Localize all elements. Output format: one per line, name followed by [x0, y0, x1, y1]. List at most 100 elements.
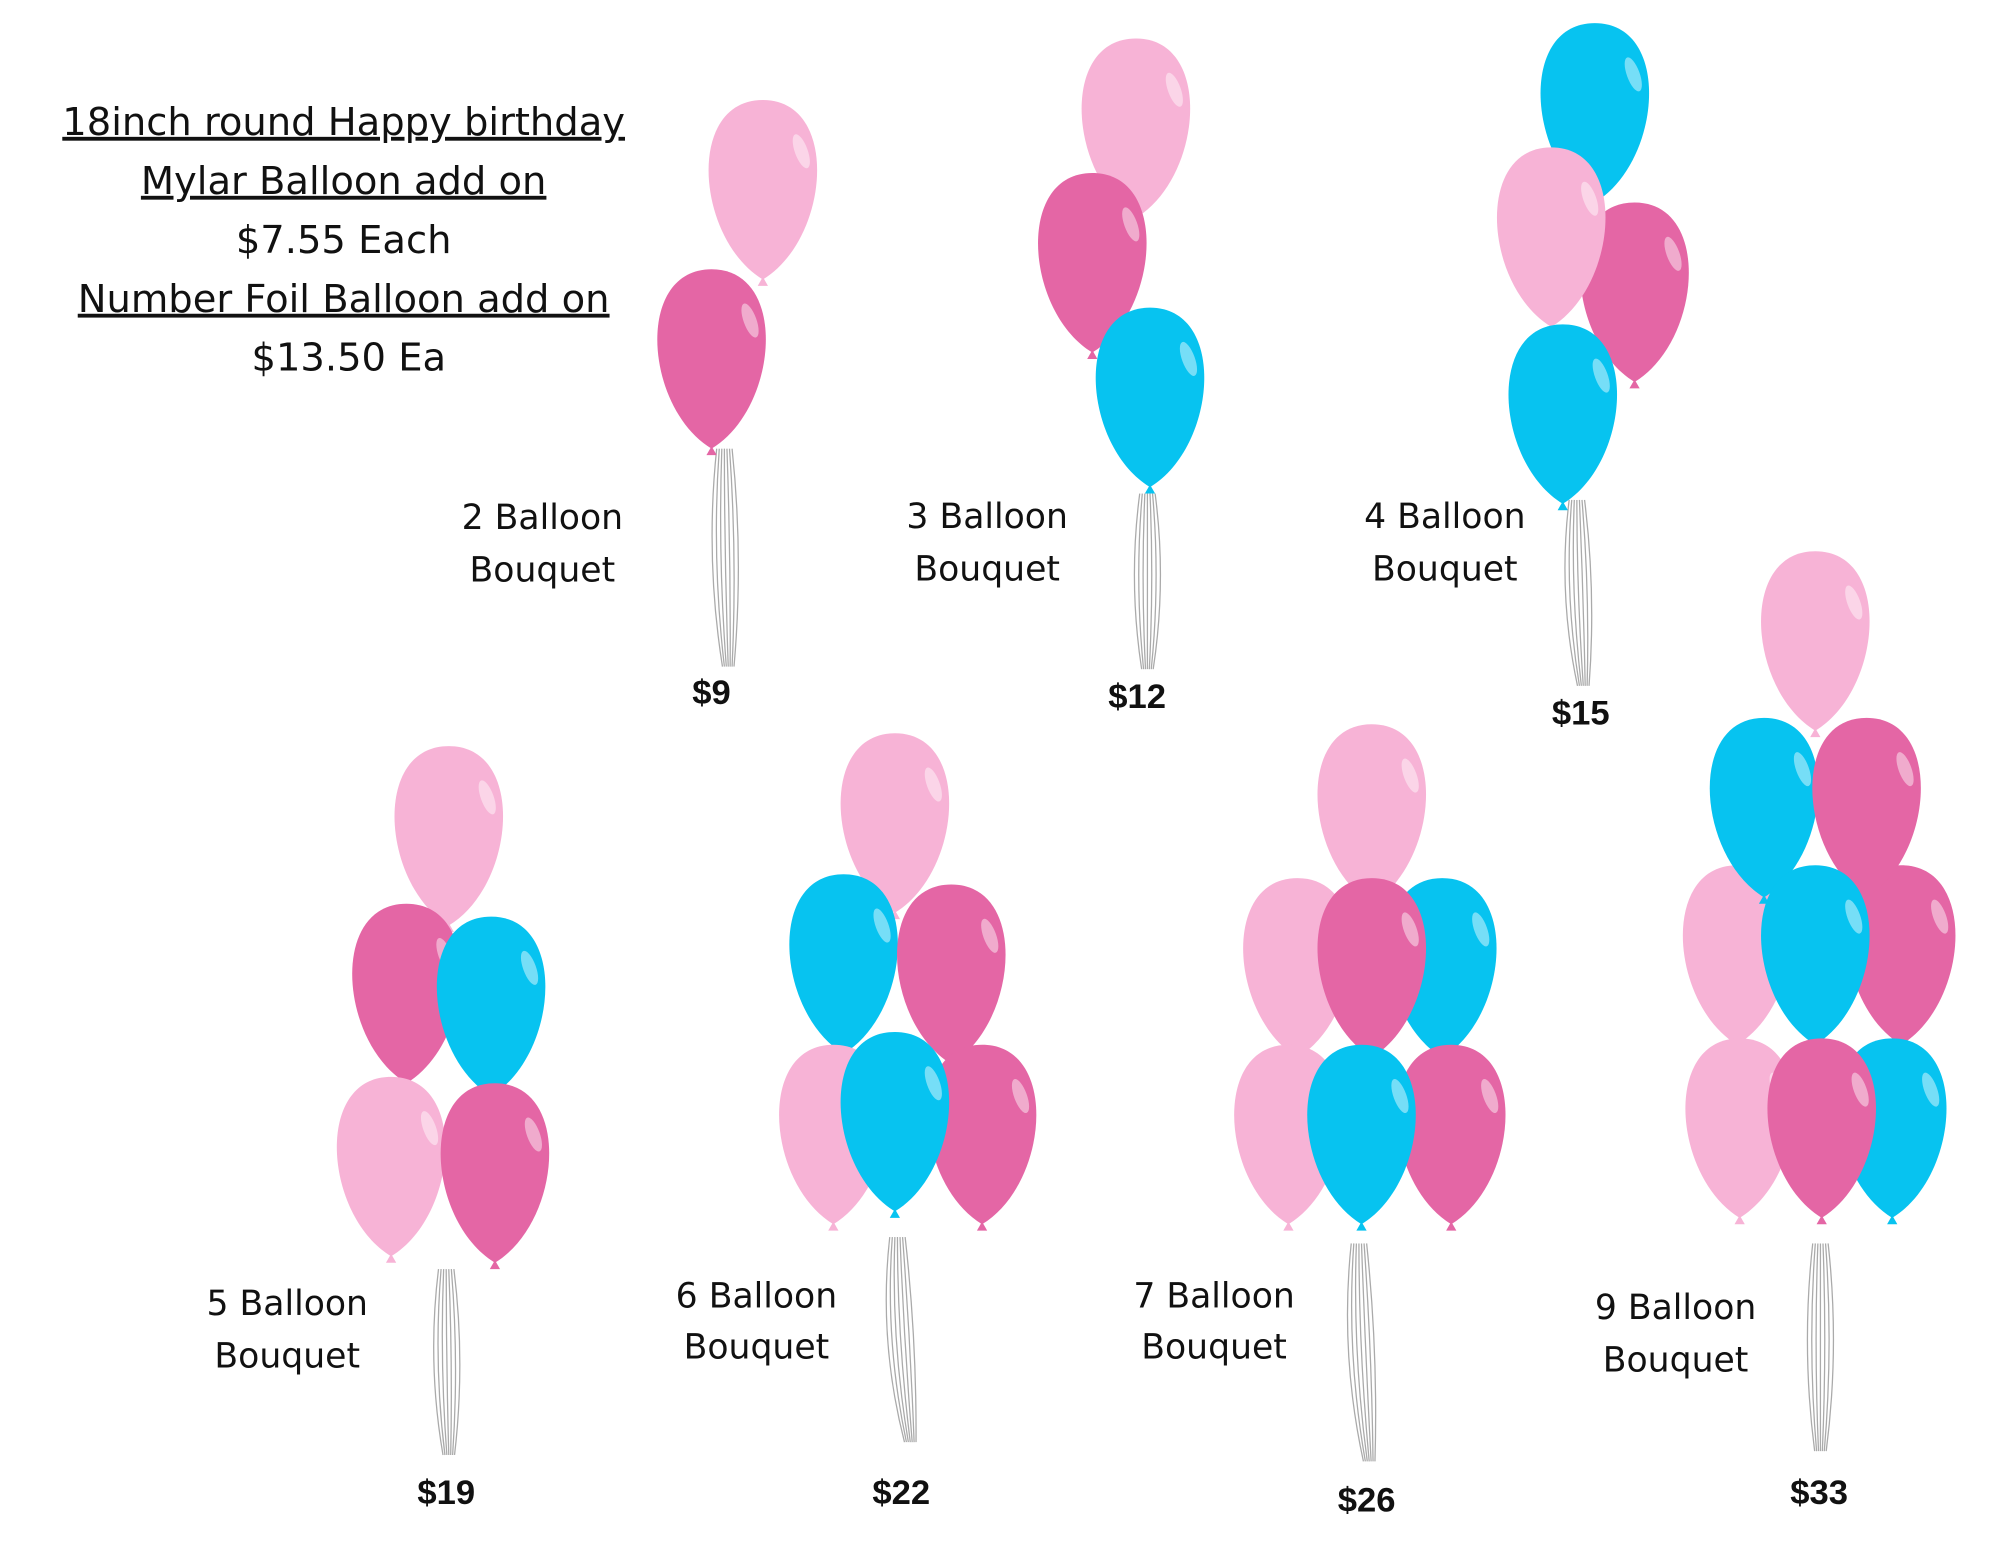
bouquet-label: Bouquet	[914, 549, 1060, 589]
balloon-string	[1363, 1243, 1374, 1462]
balloon-knot	[1629, 379, 1640, 389]
balloon-string	[1821, 1243, 1826, 1452]
balloon-shine	[1624, 57, 1642, 92]
bouquet-price: $19	[417, 1474, 475, 1512]
balloon-shine	[1179, 341, 1198, 376]
balloon-string	[1346, 1243, 1365, 1462]
balloon	[1095, 307, 1205, 488]
bouquet-price: $9	[692, 674, 730, 712]
balloon	[708, 99, 818, 280]
balloon-art	[336, 23, 1956, 1462]
bouquet-price: $12	[1108, 678, 1166, 716]
balloon	[1761, 551, 1870, 731]
balloon-string	[728, 448, 735, 667]
balloon-knot	[1356, 1221, 1367, 1231]
balloon-knot	[1087, 349, 1098, 359]
balloon	[1685, 1038, 1794, 1218]
balloon	[1396, 1044, 1506, 1225]
balloon-string	[1825, 1243, 1835, 1452]
balloon	[1307, 1044, 1416, 1225]
balloon	[657, 269, 766, 449]
bouquet-label: 3 Balloon	[906, 497, 1068, 537]
balloon-string	[1350, 1243, 1366, 1462]
balloon	[394, 746, 504, 926]
balloon-string	[1150, 493, 1157, 670]
balloon-string	[445, 1269, 450, 1456]
balloon	[1709, 717, 1819, 898]
balloon-shine	[420, 1111, 439, 1146]
balloon-shine	[741, 303, 759, 338]
balloon	[897, 884, 1006, 1064]
balloon-string	[1583, 499, 1593, 686]
balloon	[1317, 878, 1427, 1058]
balloon-knot	[1283, 1221, 1294, 1231]
balloon-knot	[385, 1253, 397, 1263]
balloon-shine	[1401, 758, 1419, 793]
bouquet-label: 2 Balloon	[462, 498, 623, 538]
addon-line: 18inch round Happy birthday	[62, 100, 625, 145]
bouquet-label: 5 Balloon	[207, 1284, 369, 1324]
balloon-string	[711, 448, 724, 667]
balloon-string	[1360, 1243, 1372, 1462]
balloon-string	[1152, 493, 1162, 670]
balloon-shine	[1581, 181, 1599, 216]
balloon-shine	[1401, 912, 1419, 947]
balloon-string	[896, 1237, 911, 1443]
balloon-string	[889, 1237, 908, 1443]
balloon-knot	[1446, 1221, 1457, 1231]
balloon-string	[1133, 493, 1143, 670]
balloon-shine	[1165, 72, 1183, 107]
balloon-shine	[924, 1066, 942, 1101]
balloon-shine	[1896, 752, 1914, 787]
balloon-string	[437, 1269, 446, 1456]
balloon-knot	[889, 1208, 901, 1218]
bouquet-price: $26	[1338, 1482, 1396, 1520]
bouquet-label: Bouquet	[1141, 1328, 1287, 1368]
balloon	[1812, 717, 1921, 898]
addon-line: $7.55 Each	[236, 218, 452, 263]
balloon-string	[726, 448, 731, 667]
bouquet-label: Bouquet	[1372, 549, 1518, 589]
balloon-shine	[981, 918, 999, 953]
balloon-shine	[1793, 752, 1812, 787]
balloon-string	[433, 1269, 444, 1456]
balloon	[352, 903, 461, 1084]
balloon-shine	[792, 134, 810, 169]
balloon-string	[899, 1237, 913, 1443]
bouquet-label: 9 Balloon	[1595, 1288, 1757, 1328]
bouquet-price: $15	[1552, 694, 1610, 732]
balloon-shine	[1931, 899, 1949, 934]
balloon-knot	[976, 1221, 988, 1231]
bouquet-label: 4 Balloon	[1364, 497, 1526, 537]
balloon-string	[1815, 1243, 1820, 1452]
balloon-string	[885, 1236, 906, 1443]
balloon-shine	[520, 950, 539, 985]
balloon-shine	[1391, 1079, 1409, 1114]
balloon-shine	[1011, 1079, 1030, 1114]
balloon-string	[1365, 1243, 1377, 1462]
balloon-string	[450, 1269, 457, 1456]
balloon-shine	[1851, 1072, 1869, 1107]
balloon	[840, 733, 950, 913]
balloon-knot	[1557, 501, 1568, 511]
balloon	[789, 874, 898, 1054]
balloon-string	[1138, 493, 1145, 670]
balloon-knot	[1144, 484, 1156, 494]
balloon-shine	[1481, 1079, 1499, 1114]
balloon-knot	[1810, 728, 1821, 738]
balloon	[440, 1083, 550, 1263]
balloon-shine	[1122, 207, 1140, 242]
balloon	[927, 1044, 1037, 1225]
balloon	[1081, 38, 1191, 218]
balloon	[336, 1076, 446, 1257]
balloon-string	[1806, 1243, 1816, 1452]
balloon-knot	[1816, 1215, 1827, 1225]
bouquet-label: Bouquet	[684, 1328, 830, 1368]
balloon-string	[893, 1237, 909, 1443]
bouquet-label: 7 Balloon	[1133, 1276, 1295, 1316]
balloon-knot	[489, 1260, 501, 1270]
balloon-string	[723, 448, 729, 667]
balloon-string	[719, 448, 727, 667]
balloon	[1508, 324, 1618, 504]
balloon-string	[1811, 1243, 1818, 1452]
